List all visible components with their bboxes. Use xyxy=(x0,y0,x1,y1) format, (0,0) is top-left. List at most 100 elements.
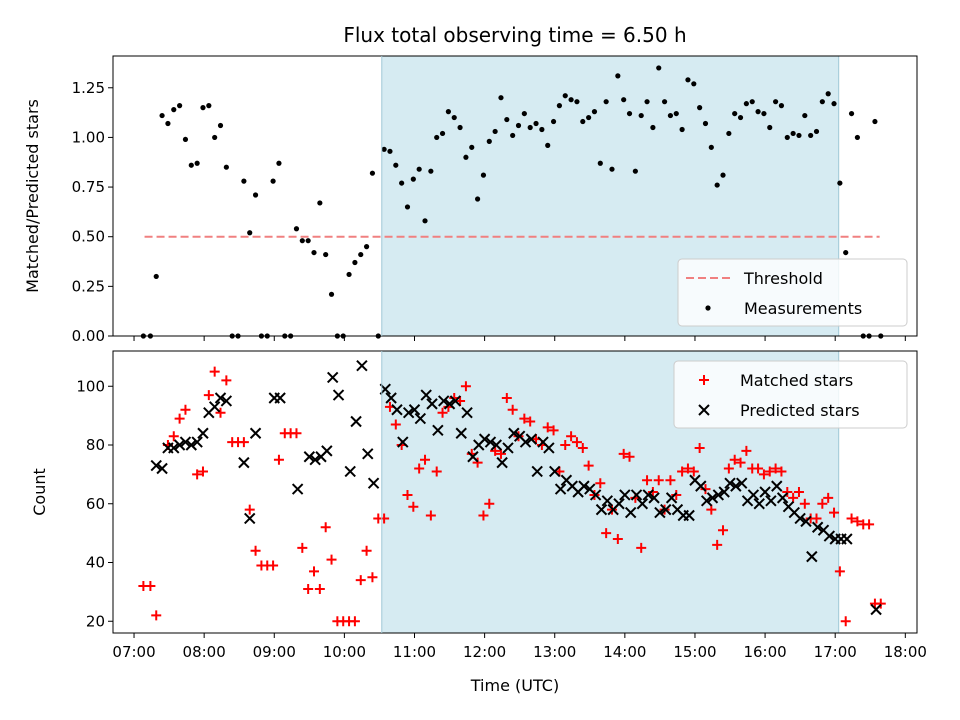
predicted-star-point xyxy=(712,489,725,501)
matched-star-point xyxy=(484,498,495,509)
measurement-point xyxy=(743,101,749,107)
matched-star-point xyxy=(314,583,325,594)
matched-star-point xyxy=(238,437,249,448)
predicted-star-point xyxy=(589,489,602,501)
matched-star-point xyxy=(320,522,331,533)
matched-star-point xyxy=(495,448,506,459)
legend-entry-label: Measurements xyxy=(744,299,862,318)
predicted-star-point xyxy=(173,439,186,451)
matched-star-point xyxy=(583,460,594,471)
predicted-star-point xyxy=(408,404,421,416)
measurement-point xyxy=(200,105,206,111)
measurement-point xyxy=(153,273,159,280)
measurement-point xyxy=(492,128,498,135)
y-tick-label: 0.00 xyxy=(72,327,105,345)
bottom-panel: 20 40 60 80 100 07:00 08:00 09:00 10:00 11:00 12:… xyxy=(30,350,927,695)
matched-star-point xyxy=(677,466,688,477)
measurement-point xyxy=(808,132,814,139)
measurement-point xyxy=(451,114,457,121)
y-tick-label: 1.25 xyxy=(72,79,105,97)
matched-star-point xyxy=(151,610,162,621)
predicted-star-point xyxy=(414,412,427,425)
predicted-star-point xyxy=(191,436,203,448)
measurement-point xyxy=(241,178,247,184)
measurement-point xyxy=(609,166,615,172)
measurement-point xyxy=(410,176,416,182)
matched-star-point xyxy=(197,466,208,477)
predicted-star-point xyxy=(185,439,198,451)
predicted-star-point xyxy=(438,395,450,407)
predicted-star-point xyxy=(700,495,713,507)
matched-star-point xyxy=(501,393,512,403)
predicted-star-point xyxy=(385,392,397,404)
matched-star-point xyxy=(566,431,577,442)
measurement-point xyxy=(749,99,755,105)
matched-star-point xyxy=(390,419,401,430)
matched-star-point xyxy=(735,457,746,468)
predicted-star-point xyxy=(426,398,438,410)
measurement-point xyxy=(346,271,352,278)
predicted-star-point xyxy=(800,515,812,528)
measurement-point xyxy=(299,238,305,244)
measurement-point xyxy=(872,118,878,125)
measurement-point xyxy=(597,160,603,166)
matched-star-point xyxy=(799,498,810,509)
predicted-star-point xyxy=(197,427,209,439)
matched-star-point xyxy=(811,513,822,524)
measurement-point xyxy=(755,109,761,115)
measurement-point xyxy=(603,99,609,105)
predicted-star-point xyxy=(356,359,368,372)
matched-star-point xyxy=(852,516,863,527)
y-tick-label: 100 xyxy=(76,377,105,395)
measurement-point xyxy=(545,142,551,148)
measurement-point xyxy=(475,196,481,202)
top-legend: Threshold Measurements xyxy=(677,258,908,327)
x-tick-label: 13:00 xyxy=(533,643,576,661)
matched-star-point xyxy=(180,404,191,415)
measurement-point xyxy=(223,164,229,170)
predicted-star-point xyxy=(578,480,590,492)
measurement-point xyxy=(399,180,405,186)
measurement-point xyxy=(217,122,224,129)
matched-star-point xyxy=(642,475,653,486)
measurement-point xyxy=(720,172,726,178)
measurement-point xyxy=(387,148,393,154)
measurement-point xyxy=(848,110,855,117)
matched-star-point xyxy=(507,404,518,415)
matched-star-point xyxy=(250,545,261,556)
measurement-point xyxy=(708,144,714,150)
predicted-star-point xyxy=(478,433,491,445)
matched-star-point xyxy=(571,437,582,448)
measurement-point xyxy=(586,114,592,121)
measurement-point xyxy=(615,73,621,79)
matched-star-point xyxy=(793,487,804,497)
predicted-star-point xyxy=(321,445,333,457)
predicted-star-point xyxy=(443,398,456,410)
measurement-point xyxy=(317,200,323,206)
matched-star-point xyxy=(618,448,629,459)
matched-star-point xyxy=(431,466,442,477)
x-tick-label: 12:00 xyxy=(463,643,506,661)
predicted-star-point xyxy=(683,509,695,522)
measurement-point xyxy=(469,144,475,150)
y-tick-label: 0.25 xyxy=(72,277,105,295)
legend-entry-label: Threshold xyxy=(743,269,823,288)
bottom-y-axis-label: Count xyxy=(30,468,49,516)
measurement-point xyxy=(212,134,218,141)
matched-star-point xyxy=(460,381,471,392)
measurement-point xyxy=(457,124,463,131)
measurement-point xyxy=(825,91,831,97)
measurement-point xyxy=(580,118,586,125)
x-tick-label: 17:00 xyxy=(814,643,857,661)
measurement-point xyxy=(843,249,849,256)
measurement-point xyxy=(737,114,744,121)
x-tick-label: 11:00 xyxy=(393,643,436,661)
measurement-point xyxy=(486,138,492,144)
predicted-star-point xyxy=(350,415,362,428)
measurement-point xyxy=(626,110,633,117)
measurement-point xyxy=(726,130,732,137)
matched-star-point xyxy=(560,440,571,450)
measurement-point xyxy=(813,128,820,135)
predicted-star-point xyxy=(367,477,380,489)
measurement-point xyxy=(650,124,656,131)
